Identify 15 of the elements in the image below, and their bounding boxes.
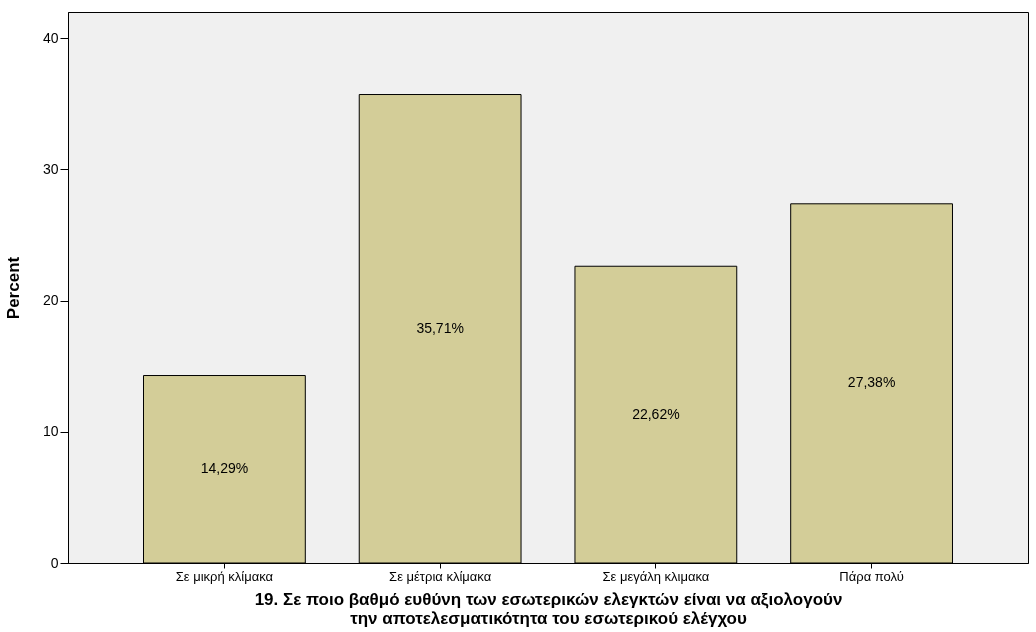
y-tick-label: 20 — [42, 292, 59, 309]
data-label: 35,71% — [416, 319, 464, 336]
x-tick-label: Σε μικρή κλίμακα — [175, 568, 274, 584]
x-tick-label: Σε μεγάλη κλιμακα — [602, 568, 710, 584]
y-tick-label: 10 — [42, 423, 59, 440]
data-label: 14,29% — [200, 460, 249, 477]
data-label: 22,62% — [632, 405, 680, 422]
x-tick-label: Σε μέτρια κλίμακα — [389, 568, 492, 584]
x-tick-label: Πάρα πολύ — [839, 568, 904, 584]
data-label: 27,38% — [847, 374, 896, 391]
x-axis-title: 19. Σε ποιο βαθμό ευθύνη των εσωτερικών ελεγκτών είναι να αξιολογούν την αποτελεσματικότητα του εσωτερικού ελέγχου — [254, 589, 843, 628]
y-tick-label: 40 — [42, 29, 59, 46]
y-axis-title: Percent — [3, 256, 23, 320]
y-tick-label: 0 — [50, 554, 59, 571]
y-tick-label: 30 — [42, 160, 59, 177]
